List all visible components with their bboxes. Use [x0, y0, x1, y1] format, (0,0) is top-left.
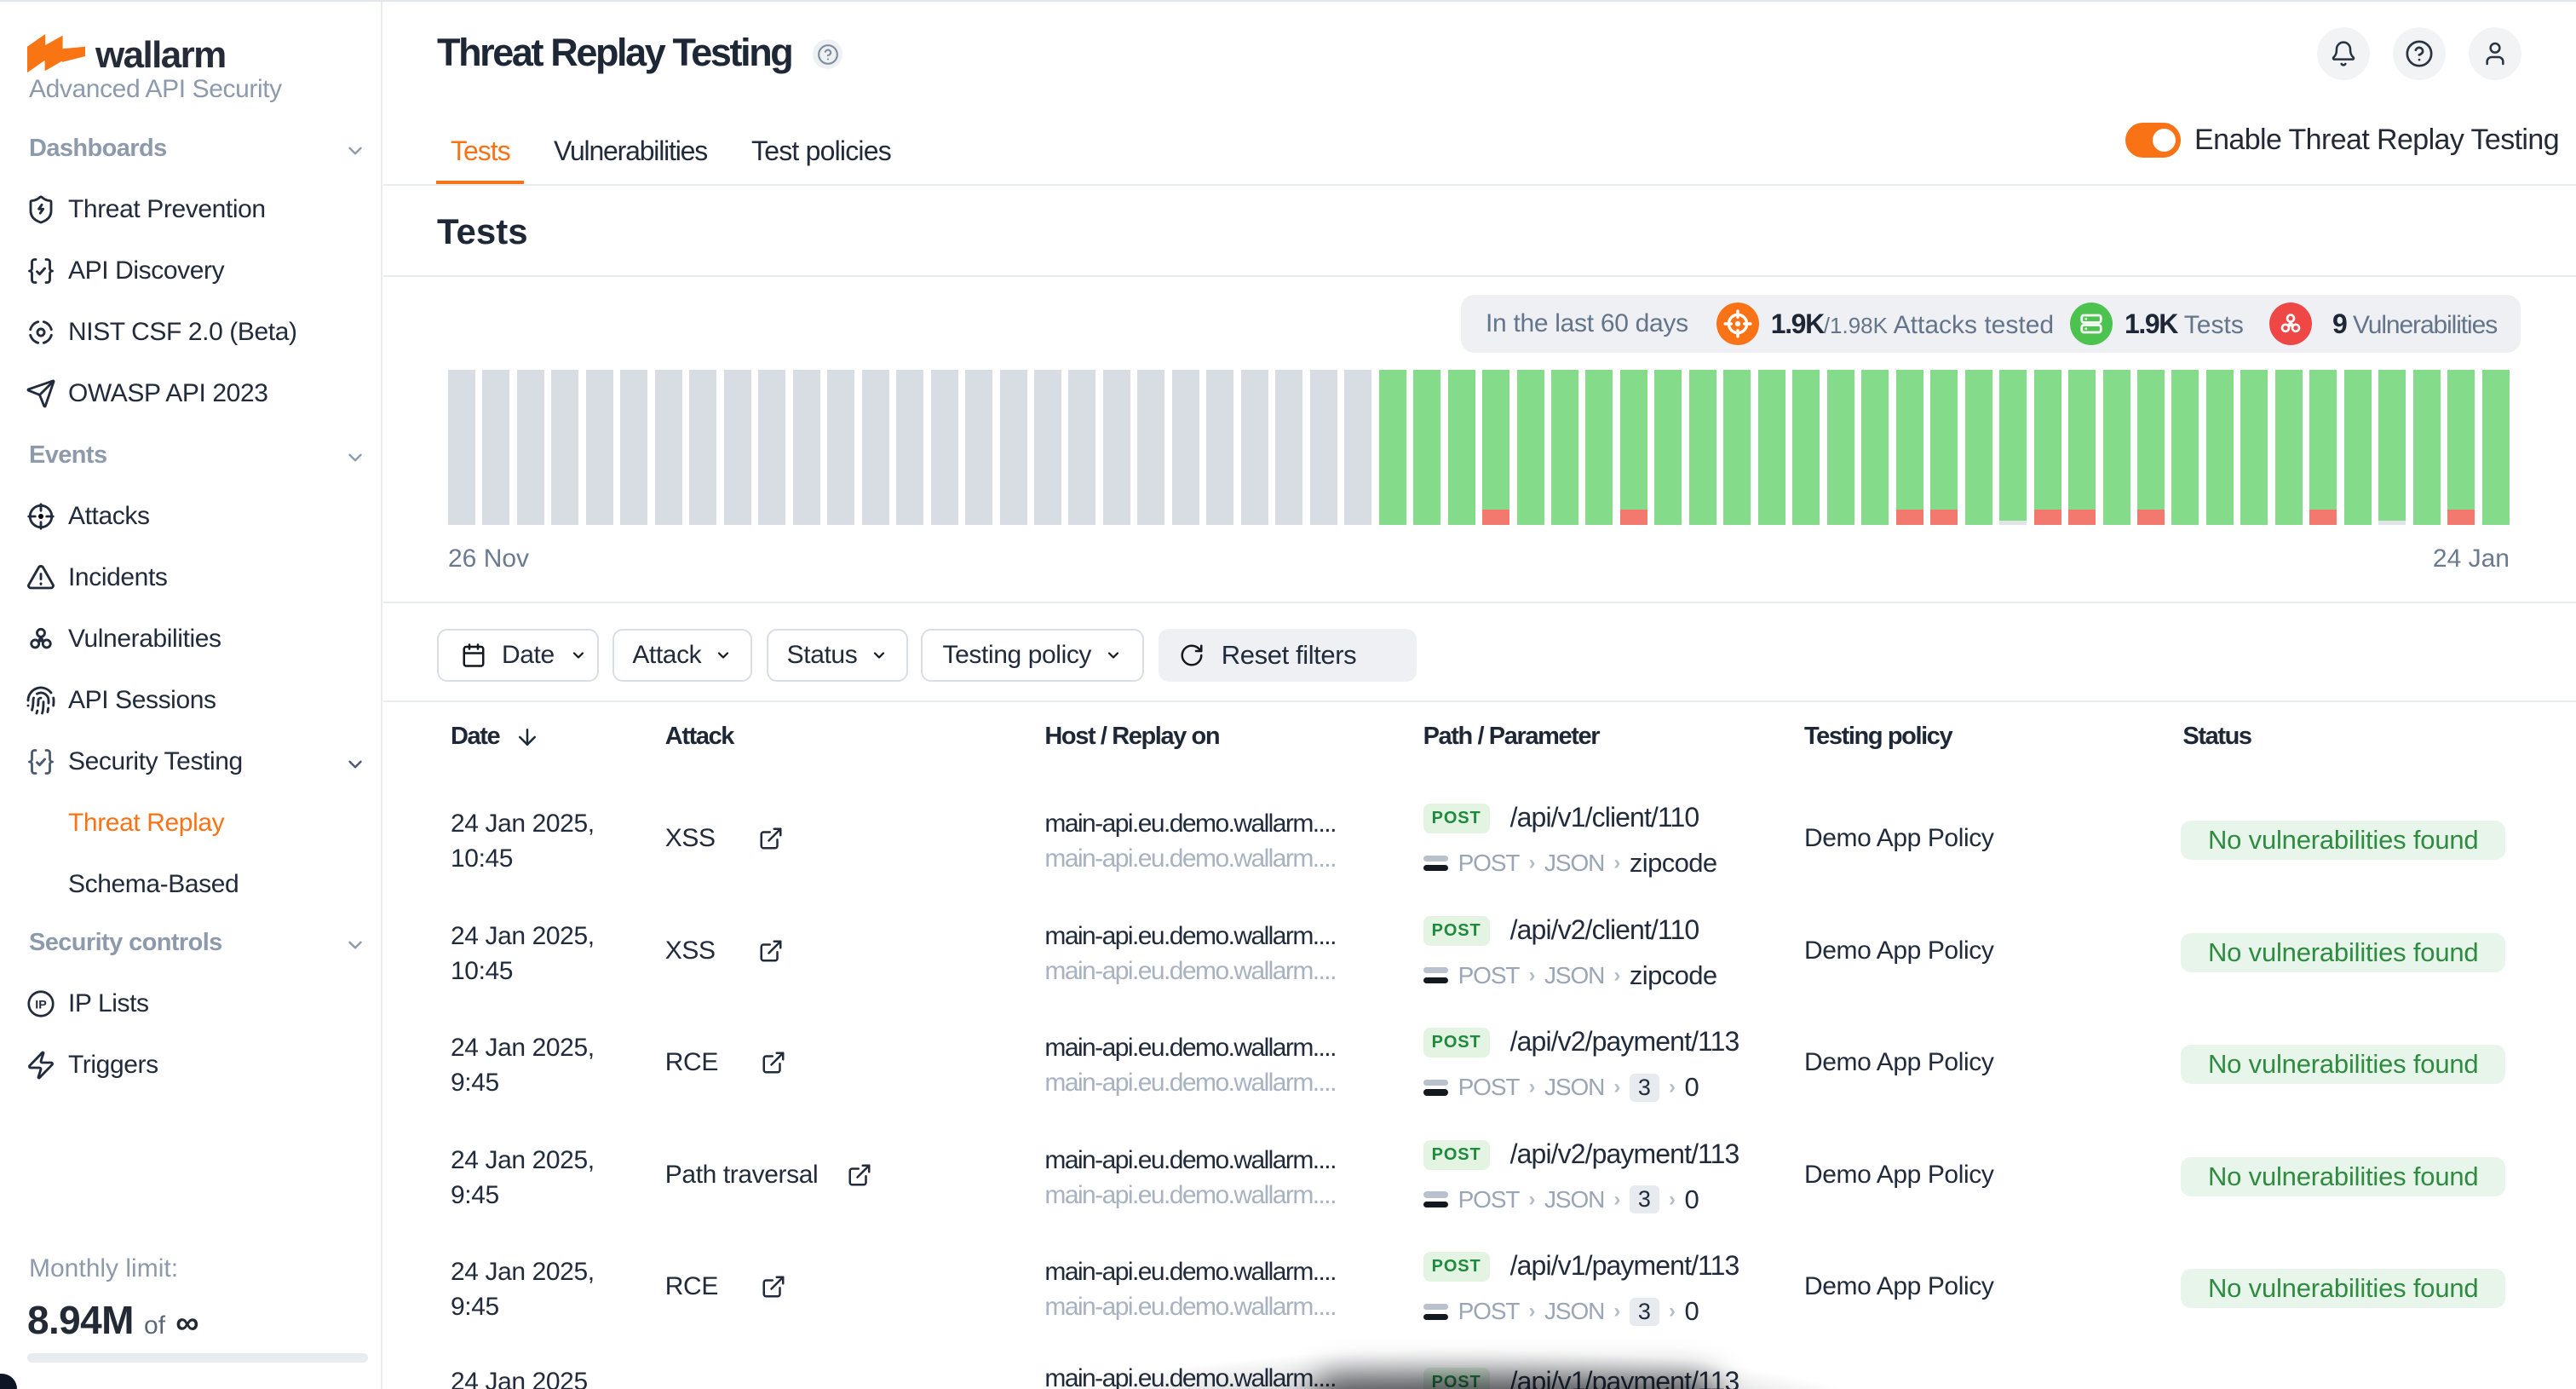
- svg-text:IP: IP: [35, 998, 47, 1011]
